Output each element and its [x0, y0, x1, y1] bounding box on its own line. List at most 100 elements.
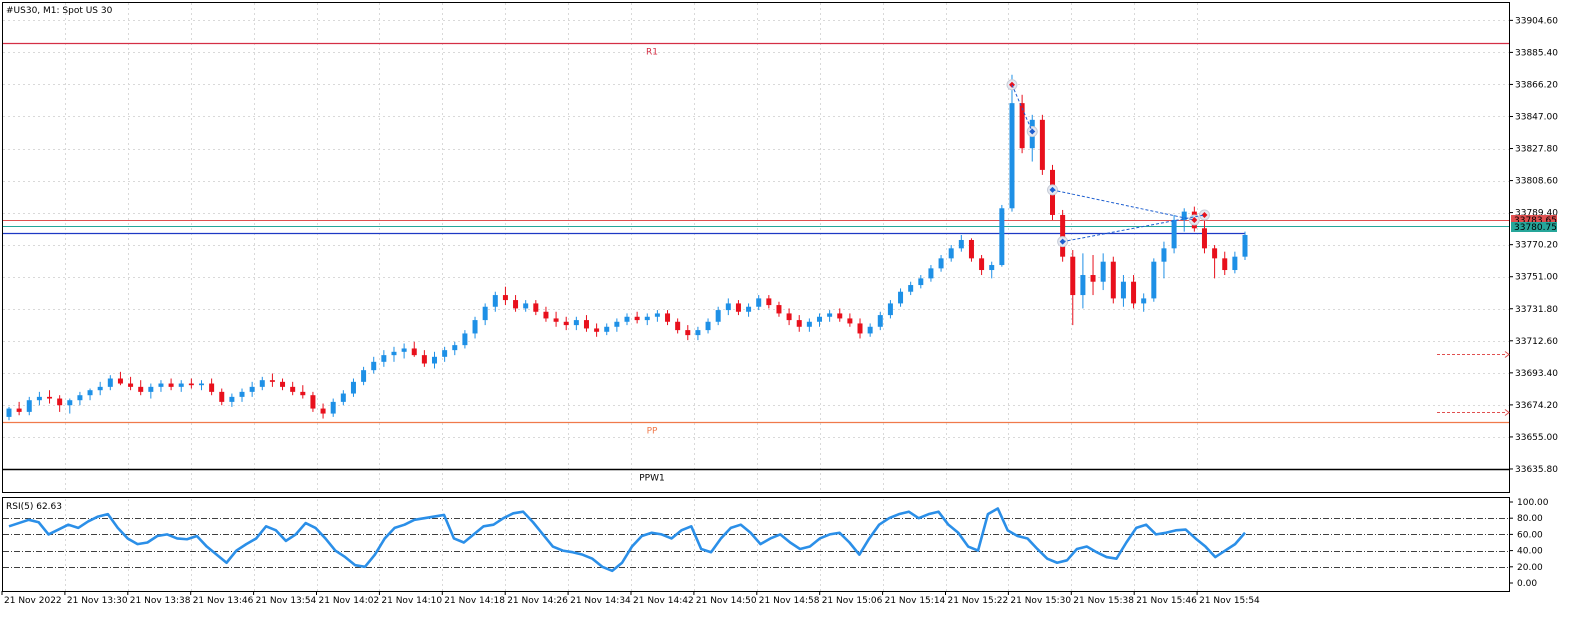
- candle-body: [1131, 281, 1137, 304]
- candle-body: [816, 316, 822, 322]
- candle-body: [1060, 214, 1066, 257]
- candle-body: [928, 268, 934, 279]
- rsi-line: [8, 507, 1246, 573]
- rsi-tick-label: 0.00: [1517, 579, 1537, 589]
- time-tick-label: 21 Nov 14:18: [444, 596, 505, 606]
- candle-body: [340, 393, 346, 402]
- candle-body: [685, 330, 691, 336]
- candle-body: [350, 381, 356, 394]
- candle-body: [614, 321, 620, 327]
- candle-body: [715, 310, 721, 322]
- candle-body: [776, 305, 782, 314]
- candle-body: [908, 285, 914, 292]
- price-tick-label: 33866.20: [1515, 80, 1558, 90]
- time-tick-label: 21 Nov 14:58: [759, 596, 820, 606]
- candle-body: [26, 400, 32, 412]
- candle-body: [128, 383, 134, 387]
- candle-body: [938, 258, 944, 269]
- candle-body: [421, 355, 427, 364]
- candle-body: [999, 208, 1005, 266]
- candle-body: [452, 345, 458, 351]
- time-tick-label: 21 Nov 15:06: [822, 596, 883, 606]
- candle-body: [989, 265, 995, 271]
- time-tick-label: 21 Nov 14:50: [696, 596, 757, 606]
- candle-body: [887, 303, 893, 316]
- time-tick-label: 21 Nov 15:22: [948, 596, 1009, 606]
- candle-body: [543, 311, 549, 319]
- rsi-tick-label: 20.00: [1517, 563, 1543, 573]
- candle-body: [523, 303, 529, 309]
- time-tick-label: 21 Nov 13:30: [67, 596, 128, 606]
- rsi-panel: [3, 507, 1509, 573]
- time-tick-label: 21 Nov 14:42: [633, 596, 694, 606]
- time-tick-label: 21 Nov 15:30: [1010, 596, 1071, 606]
- candle-body: [300, 391, 306, 396]
- candle-body: [320, 408, 326, 414]
- candle-body: [958, 239, 964, 249]
- candle-body: [411, 348, 417, 356]
- candle-body: [1151, 261, 1157, 299]
- time-tick-label: 21 Nov 14:26: [507, 596, 568, 606]
- price-tick-label: 33770.20: [1515, 241, 1558, 251]
- candle-body: [482, 306, 488, 321]
- candle-body: [1181, 211, 1187, 220]
- candle-body: [533, 303, 539, 312]
- level-label: PPW1: [639, 474, 664, 484]
- candle-body: [857, 323, 863, 334]
- candle-body: [1161, 248, 1167, 262]
- candle-body: [1171, 219, 1177, 249]
- time-tick-label: 21 Nov 13:46: [193, 596, 254, 606]
- candle-body: [1201, 228, 1207, 249]
- time-tick-label: 21 Nov 15:54: [1199, 596, 1260, 606]
- time-tick-label: 21 Nov 14:02: [319, 596, 380, 606]
- candle-body: [827, 313, 833, 317]
- candle-body: [513, 300, 519, 309]
- candle-body: [442, 350, 448, 357]
- candle-body: [766, 298, 772, 306]
- panel-frames: [2, 2, 1510, 592]
- candles: [6, 74, 1248, 421]
- price-tick-label: 33885.40: [1515, 48, 1558, 58]
- price-axis: 33904.60 33885.40 33866.20 33847.00 33827.80…: [1509, 16, 1558, 475]
- candle-body: [330, 401, 336, 414]
- candle-body: [918, 278, 924, 286]
- pending-arrows: [1437, 351, 1510, 416]
- candle-body: [229, 396, 235, 402]
- candle-body: [188, 383, 194, 386]
- candle-body: [634, 316, 640, 321]
- candle-body: [796, 320, 802, 327]
- candle-body: [1100, 261, 1106, 282]
- candle-body: [1141, 298, 1147, 304]
- candle-body: [654, 313, 660, 317]
- candle-body: [756, 298, 762, 307]
- time-tick-label: 21 Nov 2022: [4, 596, 62, 606]
- candle-body: [979, 258, 985, 271]
- time-tick-label: 21 Nov 13:38: [130, 596, 191, 606]
- candle-body: [502, 295, 508, 301]
- trade-marker-icon: [1201, 211, 1208, 218]
- candle-body: [573, 320, 579, 326]
- candle-body: [968, 239, 974, 259]
- candle-body: [695, 330, 701, 336]
- candle-body: [898, 291, 904, 304]
- symbol-label: #US30, M1: Spot US 30: [6, 6, 113, 16]
- candle-body: [1120, 281, 1126, 299]
- time-tick-label: 21 Nov 15:14: [885, 596, 946, 606]
- candle-body: [806, 321, 812, 327]
- level-label: R1: [646, 48, 658, 58]
- candle-body: [705, 321, 711, 331]
- candle-body: [148, 386, 154, 392]
- candle-body: [1212, 248, 1218, 259]
- candle-body: [47, 396, 53, 399]
- rsi-axis: 100.00 80.00 60.00 40.00 20.00 0.00: [1509, 498, 1549, 589]
- candle-body: [492, 295, 498, 307]
- candle-body: [168, 383, 174, 387]
- candle-body: [158, 383, 164, 387]
- candle-body: [725, 303, 731, 311]
- candle-body: [77, 395, 83, 401]
- candle-body: [847, 318, 853, 324]
- candle-body: [746, 306, 752, 312]
- pending-arrow-head: [1504, 351, 1510, 358]
- time-axis: 21 Nov 2022 21 Nov 13:30 21 Nov 13:38 21 No…: [1, 591, 1260, 606]
